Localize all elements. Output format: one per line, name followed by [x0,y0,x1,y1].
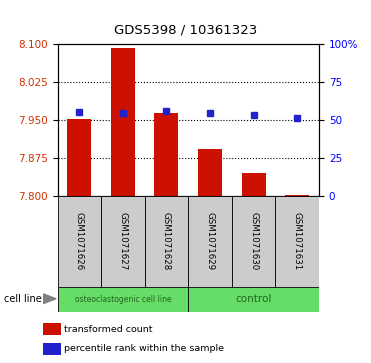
Bar [188,196,232,287]
Text: transformed count: transformed count [64,325,152,334]
Bar [154,113,178,196]
Bar [198,149,222,196]
Bar [67,119,91,196]
Bar [188,287,319,312]
Text: osteoclastogenic cell line: osteoclastogenic cell line [75,295,171,304]
Text: GSM1071630: GSM1071630 [249,212,258,270]
Bar [58,287,188,312]
Bar [43,343,61,355]
Text: GSM1071631: GSM1071631 [293,212,302,270]
Text: cell line: cell line [4,294,42,305]
Bar [58,196,101,287]
Text: GSM1071626: GSM1071626 [75,212,84,270]
Text: GDS5398 / 10361323: GDS5398 / 10361323 [114,24,257,37]
Polygon shape [43,294,56,303]
Text: GSM1071628: GSM1071628 [162,212,171,270]
Bar [285,195,309,196]
Bar [111,48,135,196]
Bar [145,196,188,287]
Bar [101,196,145,287]
Bar [232,196,276,287]
Bar [43,323,61,335]
Text: GSM1071627: GSM1071627 [118,212,127,270]
Bar [275,196,319,287]
Text: control: control [236,294,272,305]
Text: percentile rank within the sample: percentile rank within the sample [64,344,224,354]
Bar [242,173,266,196]
Text: GSM1071629: GSM1071629 [206,212,214,270]
